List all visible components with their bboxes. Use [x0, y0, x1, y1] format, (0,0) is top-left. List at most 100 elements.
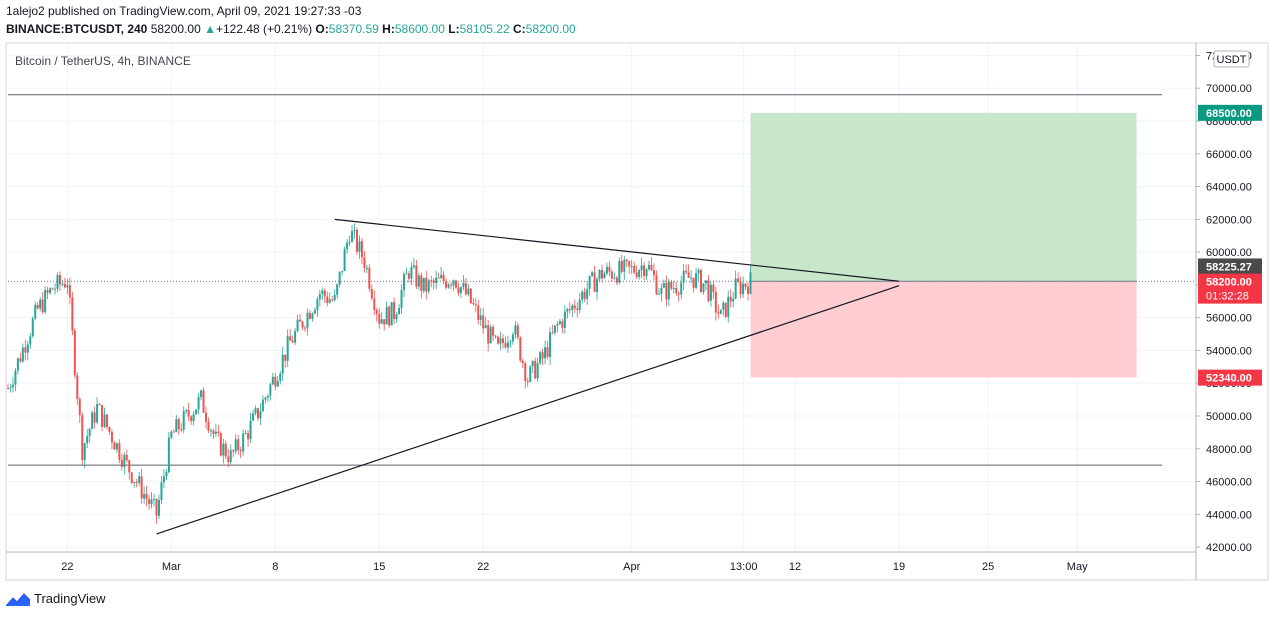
candle-body	[667, 281, 670, 300]
candle-body	[687, 272, 690, 278]
candle-body	[187, 410, 190, 417]
candle-body	[383, 319, 386, 325]
candle-body	[459, 287, 462, 294]
candle-body	[648, 264, 651, 270]
candle-body	[286, 336, 289, 361]
candle-body	[49, 288, 52, 293]
x-tick-label: 22	[61, 561, 73, 573]
candle-body	[635, 272, 638, 278]
candle-body	[212, 430, 215, 434]
tradingview-logo-icon	[6, 592, 30, 606]
candle-body	[556, 324, 559, 326]
candle-body	[153, 498, 156, 500]
x-tick-label: 12	[789, 561, 801, 573]
candle-body	[148, 498, 151, 504]
candle-body	[219, 433, 222, 456]
stop-tag-bg	[1198, 369, 1262, 386]
last-price: 58200.00	[150, 22, 201, 36]
candle-body	[747, 286, 750, 294]
candle-body	[323, 290, 326, 297]
candle-body	[110, 431, 113, 443]
candle-body	[598, 270, 601, 280]
prev-close-tag-bg	[1198, 258, 1262, 275]
y-tick-label: 64000.00	[1206, 182, 1252, 194]
close-value: 58200.00	[525, 22, 576, 36]
trendlines	[156, 218, 900, 535]
candle-body	[88, 428, 91, 437]
candle-body	[115, 443, 118, 450]
candle-body	[633, 266, 636, 273]
y-tick-label: 62000.00	[1206, 214, 1252, 226]
candle-body	[222, 443, 225, 456]
candle-body	[209, 430, 212, 432]
candle-body	[145, 493, 148, 499]
candle-body	[14, 370, 17, 385]
candle-body	[665, 283, 668, 300]
candle-body	[93, 412, 96, 423]
candle-body	[252, 413, 255, 421]
candle-body	[96, 404, 99, 423]
candle-body	[593, 272, 596, 292]
candle-body	[568, 308, 571, 311]
candle-body	[29, 336, 32, 345]
candle-body	[398, 307, 401, 315]
candle-body	[420, 275, 423, 291]
candle-body	[380, 319, 383, 324]
candle-body	[623, 259, 626, 272]
candle-body	[504, 342, 507, 348]
candle-body	[26, 344, 29, 353]
candle-body	[244, 433, 247, 435]
candle-body	[477, 305, 480, 320]
candle-body	[237, 439, 240, 451]
currency-badge	[1213, 50, 1250, 68]
high-label: H:	[382, 22, 395, 36]
candle-body	[605, 266, 608, 274]
y-tick-label: 46000.00	[1206, 477, 1252, 489]
candle-body	[620, 260, 623, 272]
candle-body	[700, 270, 702, 292]
candle-body	[182, 411, 185, 430]
candle-body	[628, 261, 631, 267]
candle-body	[217, 431, 220, 434]
candle-body	[106, 414, 108, 428]
candle-body	[454, 280, 457, 288]
x-tick-label: Mar	[162, 561, 181, 573]
candle-body	[7, 388, 9, 390]
candle-body	[175, 419, 178, 433]
candle-body	[541, 352, 544, 359]
profit-zone	[750, 112, 1137, 282]
candle-body	[385, 306, 388, 325]
candle-body	[732, 298, 735, 302]
candle-body	[214, 431, 217, 434]
brand-label: TradingView	[34, 591, 106, 606]
candle-body	[304, 327, 306, 329]
y-tick-label: 70000.00	[1206, 83, 1252, 95]
candle-body	[482, 315, 485, 329]
candle-body	[360, 241, 363, 258]
candle-body	[546, 347, 549, 357]
candle-body	[578, 299, 581, 310]
candle-body	[81, 415, 84, 461]
candle-body	[336, 284, 339, 295]
candle-body	[712, 284, 715, 292]
candle-body	[662, 283, 665, 288]
prev-close-tag: 58225.27	[1206, 261, 1252, 273]
candle-body	[343, 249, 346, 272]
footer-brand[interactable]: TradingView	[6, 591, 106, 606]
candle-body	[83, 443, 86, 461]
candle-body	[108, 427, 111, 432]
candle-body	[368, 267, 371, 289]
candle-body	[167, 437, 170, 473]
candle-body	[256, 408, 259, 419]
candle-body	[714, 291, 717, 313]
candle-body	[326, 296, 329, 303]
candle-body	[291, 340, 294, 343]
candle-body	[41, 299, 44, 313]
candle-body	[596, 279, 599, 292]
candle-body	[76, 375, 79, 400]
open-label: O:	[315, 22, 329, 36]
candle-body	[271, 376, 274, 385]
candle-body	[615, 277, 618, 283]
candle-body	[442, 274, 445, 282]
